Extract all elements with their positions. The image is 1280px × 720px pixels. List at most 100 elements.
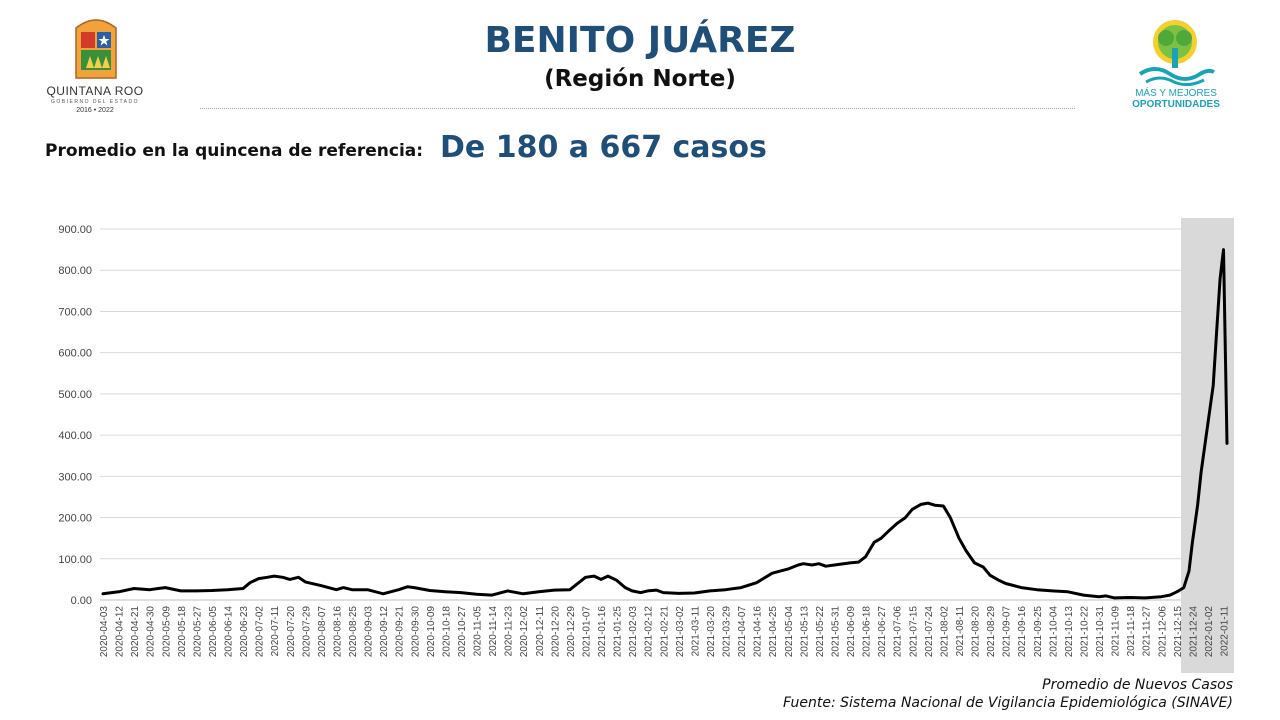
x-tick-label: 2021-01-07 — [581, 606, 592, 658]
x-tick-label: 2020-07-20 — [286, 606, 297, 658]
x-tick-label: 2020-08-16 — [332, 606, 343, 658]
x-tick-label: 2021-03-02 — [675, 606, 686, 658]
x-tick-label: 2020-12-20 — [550, 606, 561, 658]
x-tick-label: 2022-01-02 — [1204, 606, 1215, 658]
logo-state-name: QUINTANA ROO — [46, 84, 144, 98]
x-tick-label: 2021-06-09 — [846, 606, 857, 658]
coat-of-arms-icon — [75, 19, 117, 79]
x-tick-label: 2021-10-04 — [1048, 606, 1059, 658]
x-tick-label: 2020-12-02 — [519, 606, 530, 658]
x-tick-label: 2021-05-31 — [830, 606, 841, 658]
x-tick-label: 2021-10-13 — [1064, 606, 1075, 658]
x-tick-label: 2021-04-16 — [753, 606, 764, 658]
x-tick-label: 2021-02-03 — [628, 606, 639, 658]
x-tick-label: 2021-03-20 — [706, 606, 717, 658]
x-tick-label: 2021-03-11 — [690, 606, 701, 657]
x-tick-label: 2020-05-18 — [177, 606, 188, 658]
x-tick-label: 2020-06-23 — [239, 606, 250, 658]
x-tick-label: 2021-03-29 — [722, 606, 733, 658]
x-tick-label: 2020-11-23 — [504, 606, 515, 657]
y-tick-label: 0.00 — [71, 595, 92, 607]
logo-government-text: GOBIERNO DEL ESTADO — [51, 99, 139, 105]
grid-lines — [100, 228, 1181, 601]
quintana-roo-logo: QUINTANA ROO GOBIERNO DEL ESTADO 2016 • … — [40, 18, 150, 114]
x-tick-label: 2021-01-16 — [597, 606, 608, 658]
series-line — [101, 248, 1229, 600]
average-value: De 180 a 667 casos — [440, 130, 767, 165]
y-tick-label: 600.00 — [58, 348, 92, 360]
logo-line-1: MÁS Y MEJORES — [1135, 88, 1217, 99]
y-tick-label: 800.00 — [58, 265, 92, 277]
y-tick-label: 100.00 — [58, 554, 92, 566]
y-tick-label: 500.00 — [58, 389, 92, 401]
x-tick-label: 2020-12-11 — [535, 606, 546, 657]
tree-icon — [1138, 20, 1215, 87]
x-tick-label: 2020-09-30 — [410, 606, 421, 658]
x-tick-label: 2021-06-18 — [862, 606, 873, 658]
x-tick-label: 2020-04-21 — [130, 606, 141, 658]
x-tick-label: 2021-09-16 — [1017, 606, 1028, 658]
x-tick-label: 2021-12-24 — [1188, 606, 1199, 658]
logo-line-2: OPORTUNIDADES — [1132, 99, 1220, 110]
y-tick-label: 900.00 — [58, 224, 92, 236]
x-tick-label: 2020-12-29 — [566, 606, 577, 658]
x-tick-label: 2020-11-14 — [488, 606, 499, 657]
x-tick-label: 2020-07-02 — [255, 606, 266, 658]
x-tick-label: 2020-04-03 — [99, 606, 110, 658]
x-tick-label: 2021-11-18 — [1126, 606, 1137, 657]
x-tick-label: 2021-11-09 — [1111, 606, 1122, 657]
cases-line-chart: 0.00 100.00 200.00 300.00 400.00 500.00 600.00… — [58, 218, 1234, 673]
x-tick-label: 2020-08-07 — [317, 606, 328, 658]
highlight-band — [1181, 218, 1234, 673]
y-tick-label: 400.00 — [58, 430, 92, 442]
x-tick-label: 2020-09-03 — [364, 606, 375, 658]
x-tick-label: 2021-12-15 — [1173, 606, 1184, 658]
x-tick-label: 2021-05-04 — [784, 606, 795, 658]
x-axis-ticks: 2020-04-03 2020-04-12 2020-04-21 2020-04-30… — [99, 606, 1231, 658]
x-tick-label: 2020-10-09 — [426, 606, 437, 658]
y-tick-label: 700.00 — [58, 306, 92, 318]
x-tick-label: 2021-07-24 — [924, 606, 935, 658]
mas-y-mejores-logo: MÁS Y MEJORES OPORTUNIDADES — [1118, 18, 1234, 114]
x-tick-label: 2021-09-07 — [1002, 606, 1013, 658]
x-tick-label: 2021-02-21 — [659, 606, 670, 658]
chart-caption: Promedio de Nuevos Casos — [1042, 677, 1233, 693]
x-tick-label: 2021-08-02 — [939, 606, 950, 658]
header-divider — [200, 108, 1075, 109]
x-tick-label: 2020-11-05 — [473, 606, 484, 657]
x-tick-label: 2020-07-29 — [301, 606, 312, 658]
x-tick-label: 2020-10-18 — [441, 606, 452, 658]
y-tick-label: 200.00 — [58, 513, 92, 525]
x-tick-label: 2021-07-06 — [893, 606, 904, 658]
x-tick-label: 2021-04-07 — [737, 606, 748, 658]
x-tick-label: 2021-10-31 — [1095, 606, 1106, 658]
x-tick-label: 2021-01-25 — [613, 606, 624, 658]
x-tick-label: 2020-09-21 — [395, 606, 406, 658]
x-tick-label: 2020-07-11 — [270, 606, 281, 657]
x-tick-label: 2021-10-22 — [1079, 606, 1090, 658]
x-tick-label: 2021-08-29 — [986, 606, 997, 658]
page-subtitle: (Región Norte) — [544, 66, 736, 92]
x-tick-label: 2021-05-22 — [815, 606, 826, 658]
x-tick-label: 2021-11-27 — [1142, 606, 1153, 657]
logo-years: 2016 • 2022 — [76, 107, 114, 114]
x-tick-label: 2020-06-05 — [208, 606, 219, 658]
x-tick-label: 2021-05-13 — [799, 606, 810, 658]
x-tick-label: 2021-08-11 — [955, 606, 966, 657]
x-tick-label: 2020-04-12 — [115, 606, 126, 658]
average-label: Promedio en la quincena de referencia: — [45, 141, 424, 161]
x-tick-label: 2020-05-09 — [161, 606, 172, 658]
source-note: Fuente: Sistema Nacional de Vigilancia E… — [783, 695, 1233, 711]
x-tick-label: 2021-08-20 — [971, 606, 982, 658]
y-tick-label: 300.00 — [58, 471, 92, 483]
x-tick-label: 2020-06-14 — [224, 606, 235, 658]
y-axis-ticks: 0.00 100.00 200.00 300.00 400.00 500.00 600.00… — [58, 224, 92, 607]
x-tick-label: 2021-12-06 — [1157, 606, 1168, 658]
x-tick-label: 2020-04-30 — [146, 606, 157, 658]
x-tick-label: 2021-06-27 — [877, 606, 888, 658]
page-title: BENITO JUÁREZ — [484, 20, 796, 61]
x-tick-label: 2021-07-15 — [908, 606, 919, 658]
x-tick-label: 2020-10-27 — [457, 606, 468, 658]
x-tick-label: 2021-09-25 — [1033, 606, 1044, 658]
x-tick-label: 2021-02-12 — [644, 606, 655, 658]
